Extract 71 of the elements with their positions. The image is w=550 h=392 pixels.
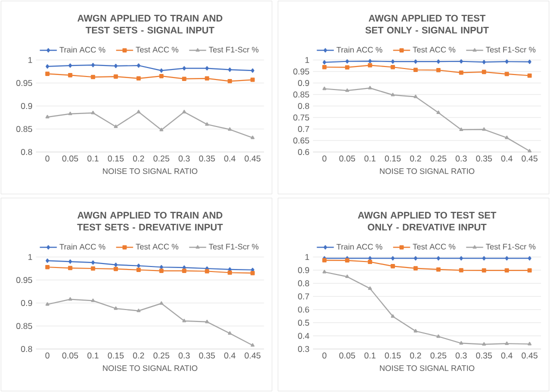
- y-tick-label: 0.95: [16, 277, 32, 283]
- y-tick-label: 0.95: [16, 80, 32, 86]
- y-tick-label: 0.8: [298, 103, 310, 109]
- y-tick-label: 0.8: [21, 346, 32, 352]
- x-tick-label: 0.05: [339, 156, 356, 162]
- x-tick-label: 0.1: [87, 352, 98, 359]
- y-tick-label: 1: [305, 57, 310, 63]
- x-tick-label: 0.2: [133, 156, 144, 162]
- x-tick-label: 0.2: [133, 352, 144, 359]
- y-tick-label: 0.9: [21, 300, 32, 306]
- x-tick-label: 0.35: [199, 156, 215, 162]
- y-tick-label: 0.85: [293, 92, 310, 98]
- y-tick-label: 0.75: [293, 114, 310, 120]
- y-tick-label: 0.9: [298, 267, 310, 274]
- y-tick-label: 0.7: [298, 293, 310, 300]
- x-tick-label: 0.4: [501, 156, 512, 162]
- x-tick-label: 0.35: [476, 156, 492, 162]
- x-tick-label: 0.3: [456, 156, 467, 162]
- x-tick-label: 0.1: [87, 156, 98, 162]
- y-tick-label: 0.3: [298, 346, 310, 352]
- x-tick-label: 0: [45, 352, 50, 359]
- y-tick-label: 0.9: [21, 103, 32, 109]
- x-tick-label: 0.35: [476, 352, 492, 359]
- x-tick-label: 0: [322, 352, 326, 359]
- y-tick-label: 0.4: [298, 332, 310, 339]
- chart-title: AWGN APPLIED TO TRAIN AND TEST SETS - SIGNAL INPUT: [78, 14, 222, 34]
- x-tick-label: 0.4: [224, 156, 236, 162]
- y-tick-label: 0.65: [293, 138, 310, 144]
- x-tick-label: 0: [322, 156, 326, 162]
- x-tick-label: 0.3: [178, 156, 190, 162]
- y-tick-label: 0.6: [298, 149, 310, 155]
- x-tick-label: 0.25: [430, 156, 446, 162]
- chart-title: AWGN APPLIED TO TRAIN AND TEST SETS - DREVATIVE INPUT: [77, 212, 223, 230]
- x-tick-label: 0.05: [62, 156, 78, 162]
- x-tick-label: 0.2: [410, 352, 422, 359]
- x-tick-label: 0.15: [108, 156, 124, 162]
- x-tick-label: 0.3: [456, 352, 467, 359]
- y-tick-label: 0.95: [293, 68, 310, 74]
- x-tick-label: 0.25: [153, 352, 170, 359]
- x-tick-label: 0.15: [384, 352, 401, 359]
- chart-title: AWGN APPLIED TO TEST SET ONLY - DREVATIVE INPUT: [358, 212, 496, 230]
- x-tick-label: 0.45: [522, 352, 538, 359]
- x-tick-label: 0.3: [178, 352, 190, 359]
- x-tick-label: 0.1: [364, 156, 376, 162]
- y-tick-label: 0.6: [298, 306, 310, 313]
- y-tick-label: 0.8: [298, 280, 310, 286]
- x-tick-label: 0.4: [224, 352, 236, 359]
- y-tick-label: 0.9: [298, 80, 310, 86]
- y-tick-label: 0.85: [16, 323, 32, 329]
- y-tick-label: 0.8: [21, 149, 32, 155]
- x-tick-label: 0.05: [339, 352, 356, 359]
- x-tick-label: 0.35: [199, 352, 215, 359]
- y-tick-label: 1: [28, 254, 32, 260]
- x-tick-label: 0.05: [62, 352, 78, 359]
- x-tick-label: 0.45: [522, 156, 538, 162]
- x-tick-label: 0.25: [430, 352, 446, 359]
- x-tick-label: 0: [45, 156, 50, 162]
- y-tick-label: 1: [305, 254, 310, 260]
- x-tick-label: 0.4: [501, 352, 512, 359]
- x-tick-label: 0.45: [244, 156, 260, 162]
- y-tick-label: 0.85: [16, 126, 32, 132]
- y-tick-label: 1: [28, 57, 32, 63]
- y-tick-label: 0.7: [298, 126, 310, 132]
- x-tick-label: 0.15: [384, 156, 401, 162]
- x-tick-label: 0.2: [410, 156, 422, 162]
- x-tick-label: 0.15: [108, 352, 124, 359]
- x-tick-label: 0.1: [364, 352, 376, 359]
- x-tick-label: 0.25: [153, 156, 170, 162]
- y-tick-label: 0.5: [298, 320, 310, 326]
- chart-title: AWGN APPLIED TO TEST SET ONLY - SIGNAL INPUT: [365, 14, 489, 34]
- x-tick-label: 0.45: [244, 352, 260, 359]
